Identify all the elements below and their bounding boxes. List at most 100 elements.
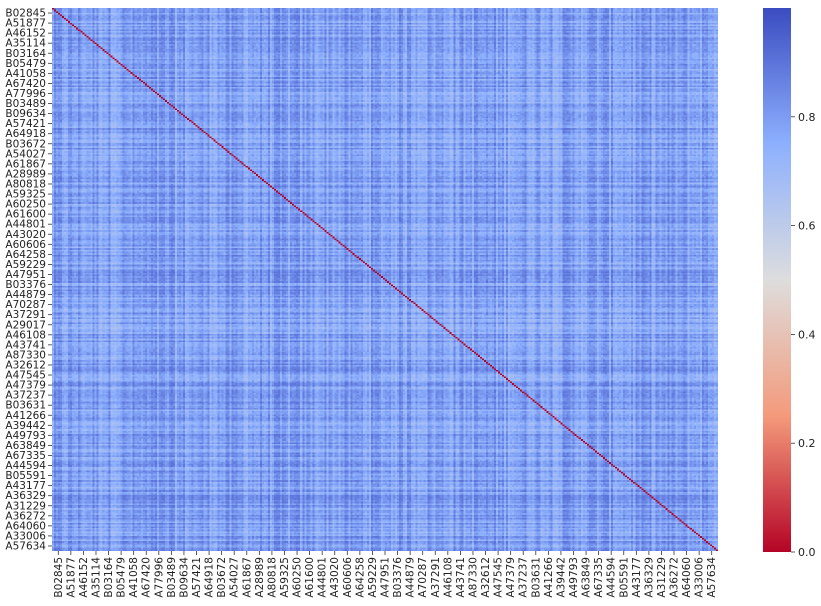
column-tick-label: A67335 (593, 557, 605, 598)
column-tick-label: A28989 (254, 557, 266, 598)
column-tick-label: A31229 (656, 557, 668, 598)
row-tick-label: A44594 (5, 460, 46, 472)
row-tick-label: A54027 (5, 148, 46, 160)
column-tick-label: A80818 (266, 557, 278, 598)
row-tick-label: A59325 (5, 189, 46, 201)
column-tick-label: A37291 (430, 557, 442, 598)
column-tick-label: A60606 (342, 557, 354, 598)
row-tick-label: A32612 (5, 359, 46, 371)
column-tick-label: A64060 (681, 557, 693, 598)
column-tick-label: A54027 (229, 557, 241, 598)
row-tick-label: A43741 (5, 339, 46, 351)
row-tick-label: A33006 (5, 530, 46, 542)
row-tick-label: B05479 (5, 58, 46, 70)
row-tick-label: A64258 (5, 249, 46, 261)
column-tick-label: A46108 (442, 557, 454, 598)
row-tick-label: B03631 (5, 400, 46, 412)
row-tick-label: A46108 (5, 329, 46, 341)
row-tick-label: A44801 (5, 219, 46, 231)
row-tick-label: A37237 (5, 390, 46, 402)
row-tick-label: A51877 (5, 18, 46, 30)
row-tick-label: A46152 (5, 28, 46, 40)
row-tick-label: A47545 (5, 370, 46, 382)
column-tick-label: A57421 (191, 557, 203, 598)
row-tick-label: A41266 (5, 410, 46, 422)
column-tick-label: B03631 (530, 557, 542, 598)
row-tick-label: B03376 (5, 279, 46, 291)
row-tick-label: A41058 (5, 68, 46, 80)
column-tick-label: A36329 (643, 557, 655, 598)
row-tick-label: B02845 (5, 8, 46, 20)
column-tick-label: B03489 (166, 557, 178, 598)
row-tick-label: B05591 (5, 470, 46, 482)
column-tick-label: A64258 (354, 557, 366, 598)
row-tick-label: A67335 (5, 450, 46, 462)
column-tick-label: A70287 (417, 557, 429, 598)
row-tick-label: A37291 (5, 309, 46, 321)
row-tick-label: A59229 (5, 259, 46, 271)
row-tick-label: A36272 (5, 510, 46, 522)
row-tick-label: A77996 (5, 88, 46, 100)
column-tick-label: B03376 (392, 557, 404, 598)
column-tick-label: A51877 (65, 557, 77, 598)
column-tick-label: A44879 (405, 557, 417, 598)
colorbar-tick-label: 0.0 (798, 546, 816, 559)
row-tick-label: A39442 (5, 420, 46, 432)
colorbar-tick-label: 0.2 (798, 437, 816, 450)
row-tick-label: A61867 (5, 158, 46, 170)
heatmap-matrix-image (52, 8, 718, 551)
row-tick-label: A35114 (5, 38, 46, 50)
colorbar-tick-label: 0.6 (798, 220, 816, 233)
column-tick-label: A64918 (204, 557, 216, 598)
row-tick-label: A47379 (5, 380, 46, 392)
column-tick-label: A77996 (153, 557, 165, 598)
column-tick-label: A35114 (90, 557, 102, 598)
row-tick-label: A36329 (5, 490, 46, 502)
row-tick-label: A47951 (5, 269, 46, 281)
row-tick-label: A80818 (5, 178, 46, 190)
column-tick-label: A37237 (518, 557, 530, 598)
row-tick-label: A60606 (5, 239, 46, 251)
column-tick-label: A67420 (141, 557, 153, 598)
row-tick-label: A44879 (5, 289, 46, 301)
column-tick-label: B09634 (178, 557, 190, 598)
column-tick-label: B05479 (116, 557, 128, 598)
column-tick-label: A59325 (279, 557, 291, 598)
column-tick-label: A49793 (568, 557, 580, 598)
row-tick-label: B03489 (5, 98, 46, 110)
row-tick-label: A31229 (5, 500, 46, 512)
colorbar-tick-label: 0.4 (798, 328, 816, 341)
column-tick-label: A60250 (292, 557, 304, 598)
row-tick-label: A29017 (5, 319, 46, 331)
row-tick-label: A87330 (5, 349, 46, 361)
column-tick-label: A39442 (555, 557, 567, 598)
colorbar-tick-label: 0.8 (798, 111, 816, 124)
row-tick-label: A49793 (5, 430, 46, 442)
column-tick-label: A41266 (543, 557, 555, 598)
column-tick-label: A47545 (493, 557, 505, 598)
column-tick-label: A43741 (455, 557, 467, 598)
row-tick-label: A64918 (5, 128, 46, 140)
row-tick-label: A43020 (5, 229, 46, 241)
row-tick-label: A43177 (5, 480, 46, 492)
column-tick-label: A32612 (480, 557, 492, 598)
column-tick-label: A43020 (329, 557, 341, 598)
row-tick-label: A64060 (5, 520, 46, 532)
row-tick-label: A67420 (5, 78, 46, 90)
row-tick-label: A70287 (5, 299, 46, 311)
column-tick-label: A36272 (669, 557, 681, 598)
row-tick-label: A57634 (5, 540, 46, 552)
heatmap-cells (52, 8, 718, 551)
row-tick-label: B03164 (5, 48, 46, 60)
row-tick-label: A61600 (5, 209, 46, 221)
column-tick-label: A44594 (606, 557, 618, 598)
row-tick-label: B09634 (5, 108, 46, 120)
row-tick-label: A63849 (5, 440, 46, 452)
column-tick-label: A43177 (631, 557, 643, 598)
column-tick-label: B03164 (103, 557, 115, 598)
column-tick-label: A44801 (317, 557, 329, 598)
column-tick-label: A33006 (694, 557, 706, 598)
column-tick-label: A63849 (581, 557, 593, 598)
column-tick-label: A46152 (78, 557, 90, 598)
